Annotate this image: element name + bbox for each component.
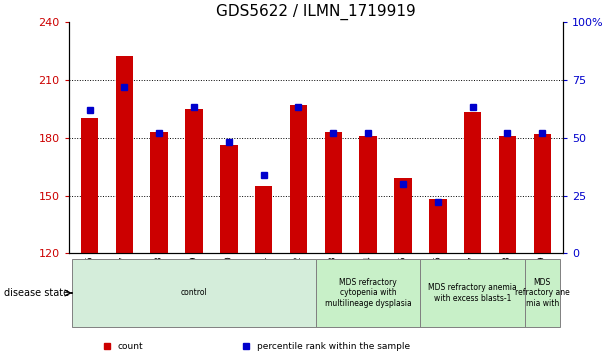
Bar xyxy=(290,105,307,253)
Bar xyxy=(72,259,316,327)
Text: MDS
refractory ane
mia with: MDS refractory ane mia with xyxy=(515,278,570,308)
Bar xyxy=(499,136,516,253)
Title: GDS5622 / ILMN_1719919: GDS5622 / ILMN_1719919 xyxy=(216,4,416,20)
Text: disease state: disease state xyxy=(4,288,69,298)
Bar xyxy=(359,136,377,253)
Bar xyxy=(220,145,238,253)
Text: MDS refractory
cytopenia with
multilineage dysplasia: MDS refractory cytopenia with multilinea… xyxy=(325,278,412,308)
Text: MDS refractory anemia
with excess blasts-1: MDS refractory anemia with excess blasts… xyxy=(428,283,517,303)
Bar xyxy=(394,178,412,253)
Bar xyxy=(185,109,202,253)
Bar xyxy=(116,57,133,253)
Bar xyxy=(429,199,446,253)
Bar xyxy=(325,132,342,253)
Bar xyxy=(150,132,168,253)
Bar xyxy=(316,259,420,327)
Bar xyxy=(81,118,98,253)
Bar xyxy=(464,113,482,253)
Text: control: control xyxy=(181,289,207,298)
Bar xyxy=(525,259,560,327)
Text: count: count xyxy=(117,342,143,351)
Bar xyxy=(255,186,272,253)
Bar xyxy=(534,134,551,253)
Text: percentile rank within the sample: percentile rank within the sample xyxy=(257,342,410,351)
Bar xyxy=(420,259,525,327)
